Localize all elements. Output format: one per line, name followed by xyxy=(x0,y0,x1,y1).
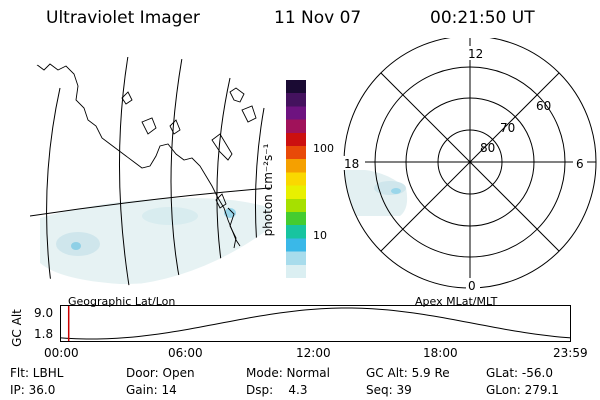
altitude-xtick-1: 06:00 xyxy=(168,346,203,360)
lat-label-80: 80 xyxy=(480,141,495,155)
altitude-xtick-3: 18:00 xyxy=(423,346,458,360)
status-seq: Seq: 39 xyxy=(366,383,412,397)
geographic-map xyxy=(30,56,270,287)
colorbar-tick-10: 10 xyxy=(313,229,327,242)
altitude-curve xyxy=(60,307,572,340)
altitude-xtick-2: 12:00 xyxy=(296,346,331,360)
altitude-ytick-min: 1.8 xyxy=(34,327,54,341)
time-label: 00:21:50 UT xyxy=(430,8,535,28)
geographic-label: Geographic Lat/Lon xyxy=(68,295,176,308)
mlt-label-12: 12 xyxy=(468,47,483,61)
altitude-plot xyxy=(60,305,572,342)
colorbar-tick-100: 100 xyxy=(313,142,334,155)
mlt-label-6: 6 xyxy=(576,157,584,171)
status-filter: Flt: LBHL xyxy=(10,366,64,380)
polar-plot: 12 18 6 0 80 70 60 xyxy=(341,38,597,293)
app-title: Ultraviolet Imager xyxy=(46,8,200,28)
altitude-xtick-0: 00:00 xyxy=(44,346,79,360)
status-dsp: Dsp: 4.3 xyxy=(246,383,308,397)
polar-diagonal-2 xyxy=(380,72,560,252)
mlt-label-18: 18 xyxy=(344,157,359,171)
status-door: Door: Open xyxy=(126,366,195,380)
status-gain: Gain: 14 xyxy=(126,383,177,397)
status-gc-alt: GC Alt: 5.9 Re xyxy=(366,366,450,380)
coastlines xyxy=(33,56,257,249)
colorbar-unit-label: photon cm⁻²s⁻¹ xyxy=(261,143,275,237)
lat-label-70: 70 xyxy=(500,121,515,135)
apex-label: Apex MLat/MLT xyxy=(415,295,498,308)
altitude-ylabel: GC Alt xyxy=(10,309,24,347)
lat-label-60: 60 xyxy=(536,99,551,113)
date-label: 11 Nov 07 xyxy=(274,8,362,28)
status-ip: IP: 36.0 xyxy=(10,383,56,397)
latitude-line xyxy=(30,187,270,217)
mlt-label-0: 0 xyxy=(468,279,476,293)
status-glat: GLat: -56.0 xyxy=(486,366,553,380)
status-glon: GLon: 279.1 xyxy=(486,383,559,397)
status-mode: Mode: Normal xyxy=(246,366,330,380)
altitude-plot-frame xyxy=(60,305,571,342)
colorbar xyxy=(286,80,306,278)
altitude-ytick-max: 9.0 xyxy=(34,306,54,320)
altitude-xtick-4: 23:59 xyxy=(553,346,588,360)
